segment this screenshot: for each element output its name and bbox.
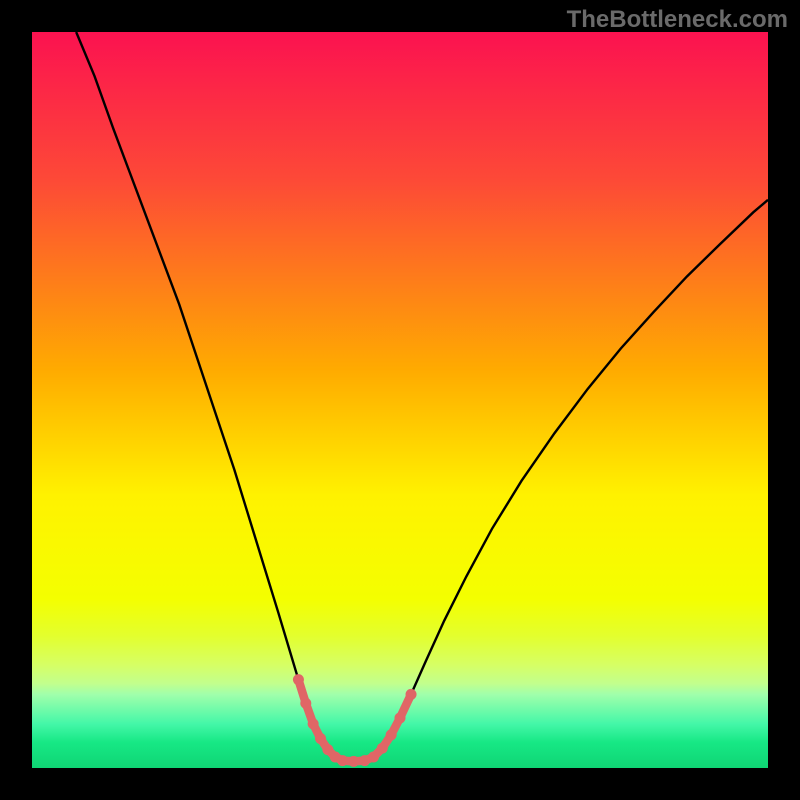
optimal-point: [386, 729, 397, 740]
optimal-point: [395, 712, 406, 723]
optimal-point: [348, 756, 359, 767]
optimal-point: [406, 689, 417, 700]
chart-stage: TheBottleneck.com: [0, 0, 800, 800]
optimal-point: [300, 698, 311, 709]
optimal-point: [337, 755, 348, 766]
optimal-point: [377, 743, 388, 754]
gradient-plot-area: [32, 32, 768, 768]
optimal-point: [308, 718, 319, 729]
optimal-point: [315, 733, 326, 744]
plot-svg: [0, 0, 800, 800]
optimal-point: [293, 674, 304, 685]
optimal-point: [368, 751, 379, 762]
